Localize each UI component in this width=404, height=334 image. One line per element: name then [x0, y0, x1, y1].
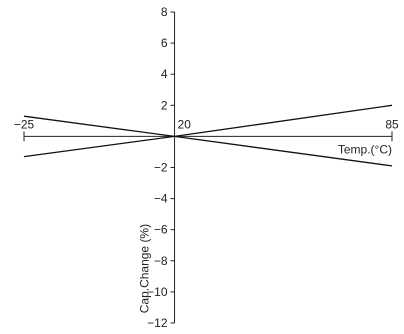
labels: Temp.(°C) Cap.Change (%): [138, 142, 392, 313]
x-axis-title: Temp.(°C): [338, 142, 392, 156]
y-tick-label: 4: [161, 67, 168, 81]
series-line-2: [23, 135, 393, 167]
y-tick-label: 2: [161, 98, 168, 112]
axes: 8 6 4 2 −2 −4 −6 −8 −10 −12 −25 20 85: [14, 5, 399, 330]
series-line-1: [23, 104, 393, 138]
x-tick-label: 20: [178, 117, 192, 131]
x-tick-label: −25: [14, 117, 35, 131]
y-tick-label: −4: [154, 192, 168, 206]
y-axis-title: Cap.Change (%): [138, 224, 152, 313]
series-layer: [23, 104, 393, 167]
y-tick-label: −2: [154, 161, 168, 175]
y-tick-label: 8: [161, 5, 168, 19]
y-tick-label: −10: [147, 285, 168, 299]
y-tick-label: −8: [154, 254, 168, 268]
y-tick-label: −6: [154, 223, 168, 237]
y-tick-label: −12: [147, 316, 168, 330]
y-tick-label: 6: [161, 36, 168, 50]
x-tick-label: 85: [385, 117, 399, 131]
